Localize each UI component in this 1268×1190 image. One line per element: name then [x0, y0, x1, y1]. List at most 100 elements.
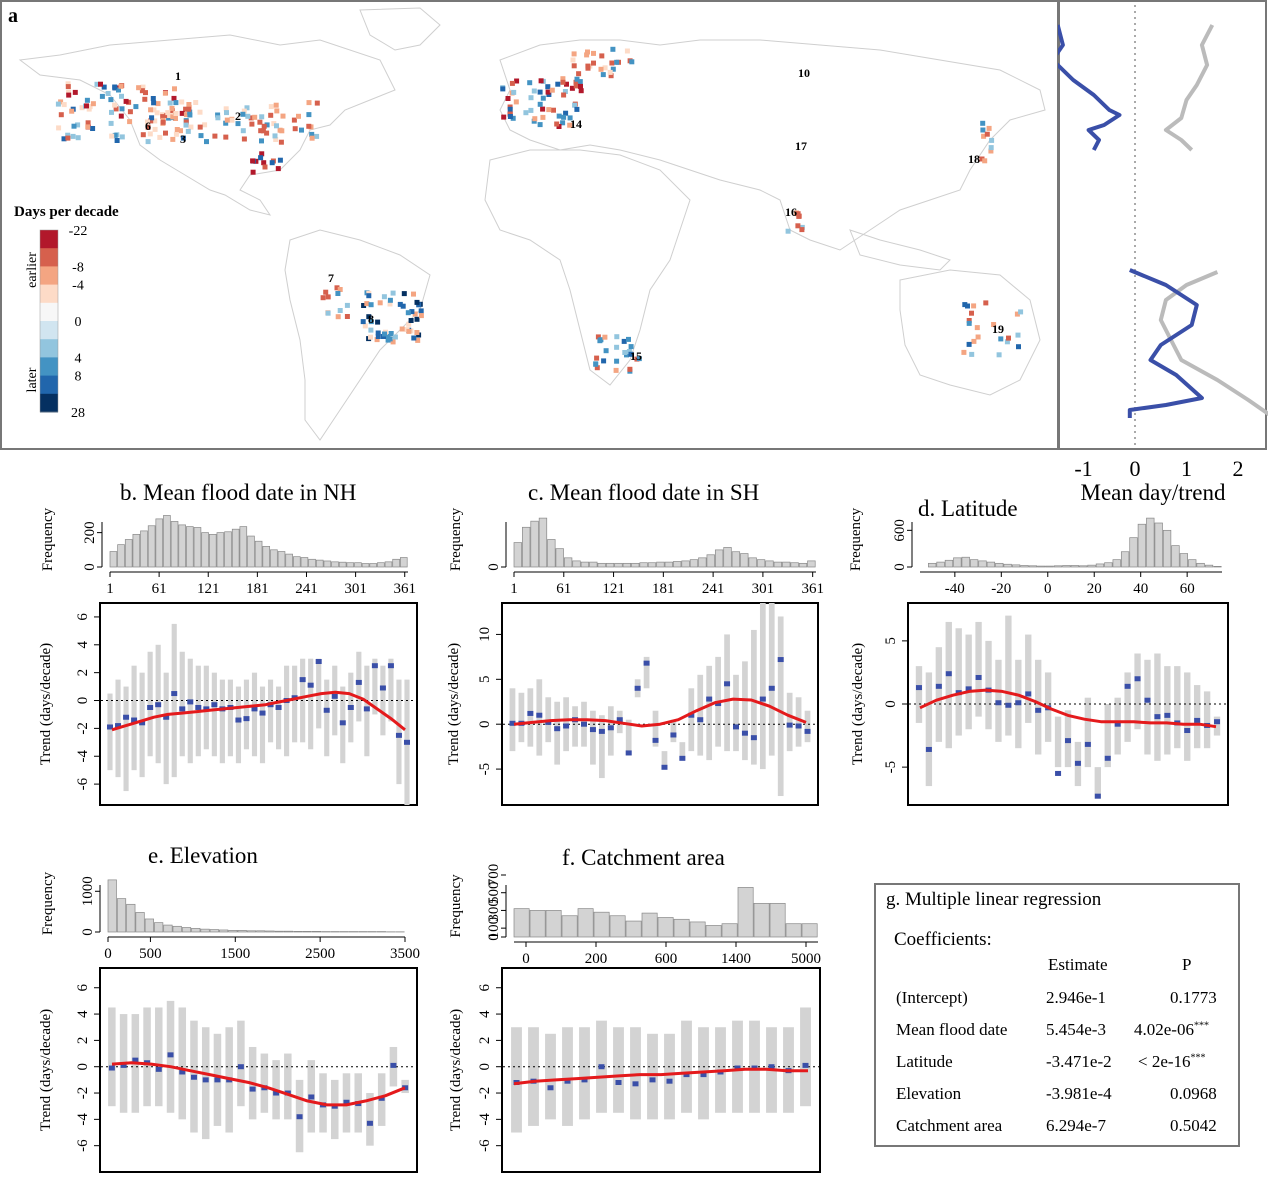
trend-cell [599, 53, 604, 58]
mean-trend-marker [203, 1077, 209, 1082]
trend-cell [212, 134, 217, 139]
mean-trend-marker [916, 685, 922, 690]
row-p-stars: *** [1191, 1052, 1206, 1063]
mean-trend-marker [936, 684, 942, 689]
trend-cell [259, 114, 264, 119]
trend-range-bar [1055, 717, 1061, 768]
trend-range-bar [787, 693, 793, 751]
histogram-bar [293, 557, 300, 567]
hist-x-tick-label: 0 [104, 946, 112, 962]
mean-trend-marker [250, 1087, 256, 1092]
histogram-bar [1046, 566, 1054, 567]
legend-color-swatch [40, 266, 58, 285]
histogram-bar [171, 521, 178, 567]
trend-cell [345, 314, 350, 319]
trend-cell [511, 90, 516, 95]
histogram-bar [774, 562, 782, 567]
mean-trend-marker [548, 1085, 554, 1090]
histogram-bar [1021, 565, 1029, 567]
trend-cell [561, 80, 566, 85]
histogram-bar [1147, 518, 1155, 567]
legend-title: Days per decade [14, 204, 119, 220]
hist-x-tick-label: 1500 [220, 946, 250, 962]
trend-cell [575, 77, 580, 82]
trend-range-bar [936, 647, 942, 742]
trend-cell [409, 318, 414, 323]
histogram-bar [1172, 546, 1180, 567]
mean-trend-marker [787, 723, 793, 728]
histogram-bar [240, 527, 247, 567]
histogram-bar [766, 561, 774, 567]
mean-trend-marker [581, 722, 587, 727]
trend-cell [338, 308, 343, 313]
mean-trend-marker [388, 663, 394, 668]
trend-cell [120, 134, 125, 139]
trend-cell [109, 134, 114, 139]
mean-trend-marker [1065, 738, 1071, 743]
trend-cell [550, 88, 555, 93]
histogram-bar [690, 560, 698, 567]
legend-tick-label: 4 [75, 351, 82, 366]
mean-trend-marker [179, 706, 185, 711]
histogram-bar [324, 561, 331, 567]
legend-color-swatch [40, 321, 58, 340]
trend-cell [119, 94, 124, 99]
histogram-bar [125, 540, 132, 568]
trend-range-bar [164, 673, 169, 784]
trend-cell [967, 342, 972, 347]
histogram-bar [674, 919, 689, 937]
trend-cell [106, 91, 111, 96]
row-p-value: 0.0968 [1170, 1084, 1217, 1103]
trend-cell [278, 158, 283, 163]
trend-cell [625, 49, 630, 54]
trend-cell [151, 96, 156, 101]
trend-cell [593, 362, 598, 367]
trend-cell [561, 115, 566, 120]
row-estimate: -3.981e-4 [1046, 1084, 1112, 1104]
trend-cell [157, 135, 162, 140]
trend-cell [987, 126, 992, 131]
legend-tick-label: -8 [72, 260, 84, 275]
trend-cell [500, 86, 505, 91]
mean-trend-marker [554, 726, 560, 731]
region-label: 17 [795, 139, 807, 153]
trend-cell [108, 97, 113, 102]
trend-range-bar [237, 1021, 245, 1107]
mean-trend-marker [1184, 728, 1190, 733]
trend-y-tick-label: 6 [75, 983, 91, 991]
histogram-bar [217, 533, 224, 567]
histogram-bar [148, 526, 155, 567]
histogram-bar [1138, 524, 1146, 567]
trend-cell [411, 292, 416, 297]
mean-trend-marker [348, 705, 354, 710]
trend-range-bar [1124, 672, 1130, 741]
trend-cell [257, 120, 262, 125]
trend-cell [989, 145, 994, 150]
region-label: 2 [235, 109, 241, 123]
histogram-bar [400, 558, 407, 567]
legend-later-label: later [25, 367, 40, 392]
trend-cell [594, 356, 599, 361]
region-label: 16 [785, 205, 797, 219]
trend-cell [98, 82, 103, 87]
trend-cell [368, 328, 373, 333]
trend-range-bar [671, 720, 677, 742]
legend-tick-label: -4 [72, 279, 84, 294]
row-p-value: 0.1773 [1170, 988, 1217, 1007]
trend-range-bar [308, 659, 313, 750]
trend-cell [274, 103, 279, 108]
trend-cell [539, 78, 544, 83]
trend-cell [608, 70, 613, 75]
trend-cell [174, 111, 179, 116]
mean-trend-marker [1005, 703, 1011, 708]
histogram-bar [127, 904, 135, 932]
trend-cell [273, 133, 278, 138]
trend-cell [393, 335, 398, 340]
trend-cell [240, 112, 245, 117]
trend-cell [508, 107, 513, 112]
histogram-bar [610, 916, 625, 937]
trend-y-tick-label: -2 [75, 1087, 91, 1100]
hist-x-tick-label: 5000 [791, 951, 821, 967]
trend-cell [323, 290, 328, 295]
trend-cell [546, 107, 551, 112]
